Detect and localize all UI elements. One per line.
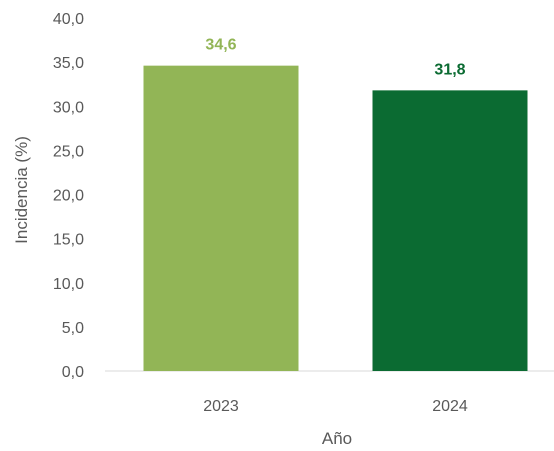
x-tick-label: 2024	[432, 398, 468, 415]
x-axis-ticks: 2023 2024	[203, 398, 468, 415]
bar-2024	[372, 90, 528, 372]
y-tick-label: 5,0	[62, 320, 84, 337]
y-axis-ticks: 0,0 5,0 10,0 15,0 20,0 25,0 30,0 35,0 40,0	[53, 11, 84, 381]
y-tick-label: 25,0	[53, 143, 84, 160]
y-tick-label: 35,0	[53, 55, 84, 72]
y-tick-label: 30,0	[53, 99, 84, 116]
bar-2023	[143, 65, 299, 371]
x-axis-title: Año	[322, 429, 352, 448]
data-label-2023: 34,6	[205, 37, 236, 54]
x-tick-label: 2023	[203, 398, 239, 415]
y-tick-label: 15,0	[53, 232, 84, 249]
y-tick-label: 0,0	[62, 364, 84, 381]
y-tick-label: 10,0	[53, 276, 84, 293]
y-tick-label: 20,0	[53, 188, 84, 205]
data-label-2024: 31,8	[434, 61, 465, 78]
y-axis-title: Incidencia (%)	[12, 136, 31, 244]
bars: 34,6 31,8	[143, 37, 528, 372]
y-tick-label: 40,0	[53, 11, 84, 28]
